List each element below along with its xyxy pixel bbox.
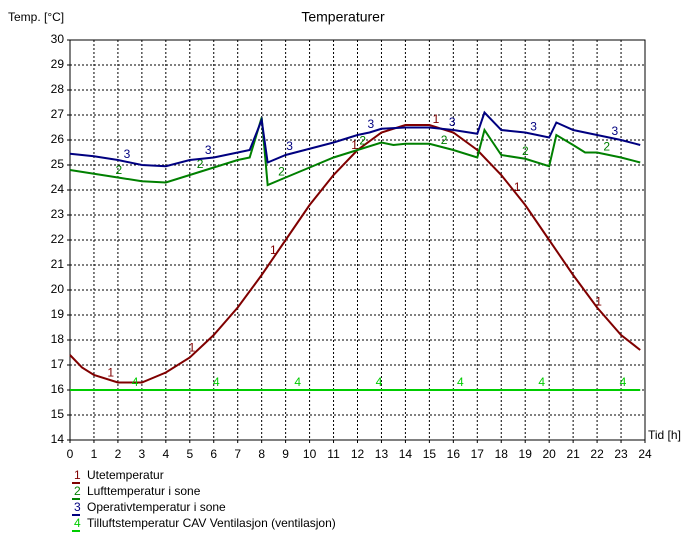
x-tick-label: 12	[351, 447, 365, 461]
x-tick-label: 1	[91, 447, 98, 461]
y-axis-label: Temp. [°C]	[8, 10, 64, 24]
series-marker-label: 3	[449, 115, 456, 129]
legend-label: Operativtemperatur i sone	[87, 500, 226, 514]
y-tick-label: 17	[51, 357, 65, 371]
x-tick-label: 0	[67, 447, 74, 461]
legend-marker: 3	[74, 500, 81, 514]
series-marker-label: 2	[359, 134, 366, 148]
x-tick-label: 13	[375, 447, 389, 461]
y-tick-label: 24	[51, 182, 65, 196]
series-marker-label: 2	[197, 157, 204, 171]
x-tick-label: 9	[282, 447, 289, 461]
series-marker-label: 3	[124, 147, 131, 161]
y-tick-label: 30	[51, 32, 65, 46]
y-tick-label: 19	[51, 307, 65, 321]
series-marker-label: 4	[376, 375, 383, 389]
y-tick-label: 20	[51, 282, 65, 296]
series-marker-label: 1	[351, 138, 358, 152]
y-tick-label: 26	[51, 132, 65, 146]
legend-marker: 2	[74, 484, 81, 498]
series-marker-label: 4	[132, 375, 139, 389]
series-marker-label: 1	[433, 112, 440, 126]
plot-frame	[69, 39, 646, 441]
series-marker-label: 3	[530, 119, 537, 133]
x-tick-label: 6	[210, 447, 217, 461]
x-tick-label: 17	[471, 447, 485, 461]
series-marker-label: 3	[368, 117, 375, 131]
legend-label: Utetemperatur	[87, 468, 164, 482]
legend-marker: 1	[74, 468, 81, 482]
x-tick-label: 23	[614, 447, 628, 461]
series-line	[69, 117, 641, 187]
series-marker-label: 1	[270, 243, 277, 257]
x-tick-label: 4	[162, 447, 169, 461]
legend-label: Lufttemperatur i sone	[87, 484, 201, 498]
legend-label: Tilluftstemperatur CAV Ventilasjon (vent…	[87, 516, 336, 530]
y-tick-label: 25	[51, 157, 65, 171]
x-tick-label: 19	[519, 447, 533, 461]
x-tick-label: 5	[186, 447, 193, 461]
x-tick-label: 11	[327, 447, 340, 461]
x-tick-label: 2	[115, 447, 122, 461]
x-tick-label: 20	[542, 447, 556, 461]
series-marker-label: 1	[107, 365, 114, 379]
x-tick-label: 16	[447, 447, 461, 461]
series-marker-label: 1	[189, 341, 196, 355]
x-tick-label: 7	[234, 447, 241, 461]
series-marker-label: 2	[522, 144, 529, 158]
series-marker-label: 4	[620, 375, 627, 389]
x-tick-label: 22	[590, 447, 604, 461]
series-marker-label: 4	[294, 375, 301, 389]
series-marker-label: 2	[441, 133, 448, 147]
series-marker-label: 4	[457, 375, 464, 389]
series-line	[69, 124, 641, 384]
chart-title: Temperaturer	[301, 9, 385, 25]
series-marker-label: 4	[213, 375, 220, 389]
series-marker-label: 2	[115, 163, 122, 177]
y-tick-label: 23	[51, 207, 65, 221]
series-line	[69, 110, 641, 168]
series-marker-label: 2	[278, 164, 285, 178]
series-marker-label: 1	[595, 294, 602, 308]
series-marker-label: 3	[612, 124, 619, 138]
x-tick-label: 10	[303, 447, 317, 461]
y-tick-label: 27	[51, 107, 65, 121]
y-tick-label: 22	[51, 232, 65, 246]
series-marker-label: 2	[603, 140, 610, 154]
x-tick-label: 8	[258, 447, 265, 461]
series-marker-label: 4	[538, 375, 545, 389]
y-tick-label: 29	[51, 57, 65, 71]
y-tick-label: 15	[51, 407, 65, 421]
x-tick-label: 3	[139, 447, 146, 461]
series-marker-label: 1	[514, 180, 521, 194]
series-marker-label: 3	[205, 143, 212, 157]
x-tick-label: 18	[495, 447, 509, 461]
x-tick-label: 15	[423, 447, 437, 461]
y-tick-label: 14	[51, 432, 65, 446]
y-tick-label: 18	[51, 332, 65, 346]
x-tick-label: 24	[638, 447, 652, 461]
x-tick-label: 21	[566, 447, 580, 461]
y-tick-label: 28	[51, 82, 65, 96]
x-axis-label: Tid [h]	[648, 428, 681, 442]
y-tick-label: 21	[51, 257, 65, 271]
legend-marker: 4	[74, 516, 81, 530]
y-tick-label: 16	[51, 382, 65, 396]
x-tick-label: 14	[399, 447, 413, 461]
series-marker-label: 3	[286, 139, 293, 153]
